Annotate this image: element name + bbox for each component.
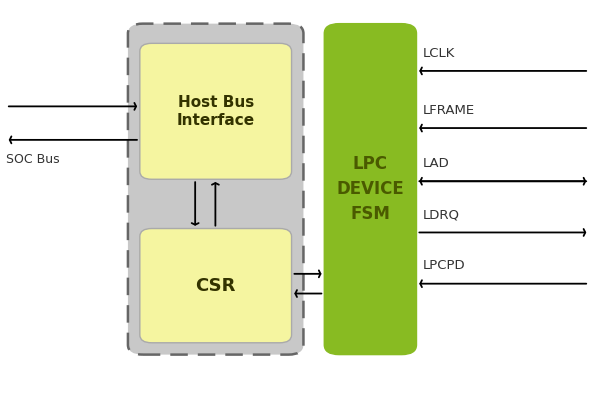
Text: LDRQ: LDRQ — [422, 208, 459, 221]
FancyBboxPatch shape — [324, 24, 416, 355]
Text: CSR: CSR — [196, 277, 236, 295]
Text: LFRAME: LFRAME — [422, 104, 475, 117]
Text: LAD: LAD — [422, 157, 449, 170]
FancyBboxPatch shape — [140, 229, 292, 343]
Text: SOC Bus: SOC Bus — [6, 153, 60, 166]
Text: LPC
DEVICE
FSM: LPC DEVICE FSM — [337, 155, 404, 223]
FancyBboxPatch shape — [128, 24, 303, 355]
Text: LPCPD: LPCPD — [422, 260, 465, 272]
FancyBboxPatch shape — [140, 43, 292, 179]
Text: Host Bus
Interface: Host Bus Interface — [177, 95, 255, 128]
Text: LCLK: LCLK — [422, 47, 455, 59]
